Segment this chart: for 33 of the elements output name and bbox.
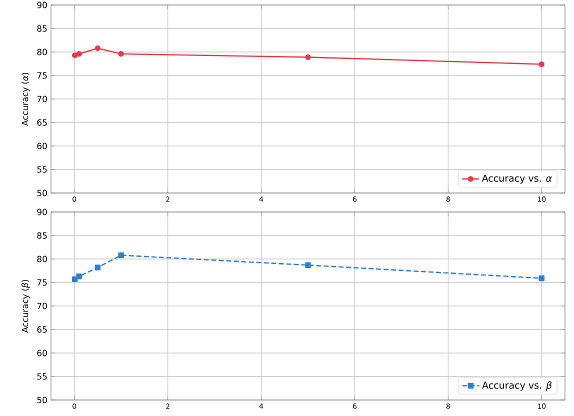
y-tick-label: 75 <box>37 72 47 79</box>
point <box>305 54 311 60</box>
point <box>118 51 124 57</box>
y-tick-label: 50 <box>37 190 47 196</box>
point <box>76 274 82 280</box>
y-tick-label: 50 <box>37 396 47 404</box>
point <box>94 45 101 52</box>
y-tick-label: 70 <box>37 96 47 102</box>
point <box>538 61 544 68</box>
point <box>94 264 101 270</box>
point <box>538 275 544 282</box>
y-tick-label: 90 <box>37 2 47 8</box>
point <box>72 52 78 58</box>
point <box>118 252 124 258</box>
y-tick-label: 80 <box>37 256 47 262</box>
y-tick-label: 60 <box>37 350 47 356</box>
y-tick-label: 85 <box>37 232 47 239</box>
y-tick-label: 70 <box>37 302 47 310</box>
point <box>76 51 82 57</box>
legend-label: Accuracy vs. β <box>482 381 552 391</box>
y-axis-title: Accuracy (α) <box>22 72 30 126</box>
y-tick-label: 65 <box>37 119 47 126</box>
y-tick-label: 85 <box>37 25 47 32</box>
point <box>305 262 311 268</box>
y-tick-label: 90 <box>37 208 47 216</box>
y-tick-label: 60 <box>37 142 47 150</box>
y-tick-label: 80 <box>37 48 47 56</box>
y-axis-title: Accuracy (β) <box>22 280 30 333</box>
y-tick-label: 55 <box>37 166 47 173</box>
y-tick-label: 75 <box>37 279 47 286</box>
y-tick-label: 55 <box>37 373 47 380</box>
legend-label: Accuracy vs. α <box>482 174 552 184</box>
y-tick-label: 65 <box>37 326 47 333</box>
